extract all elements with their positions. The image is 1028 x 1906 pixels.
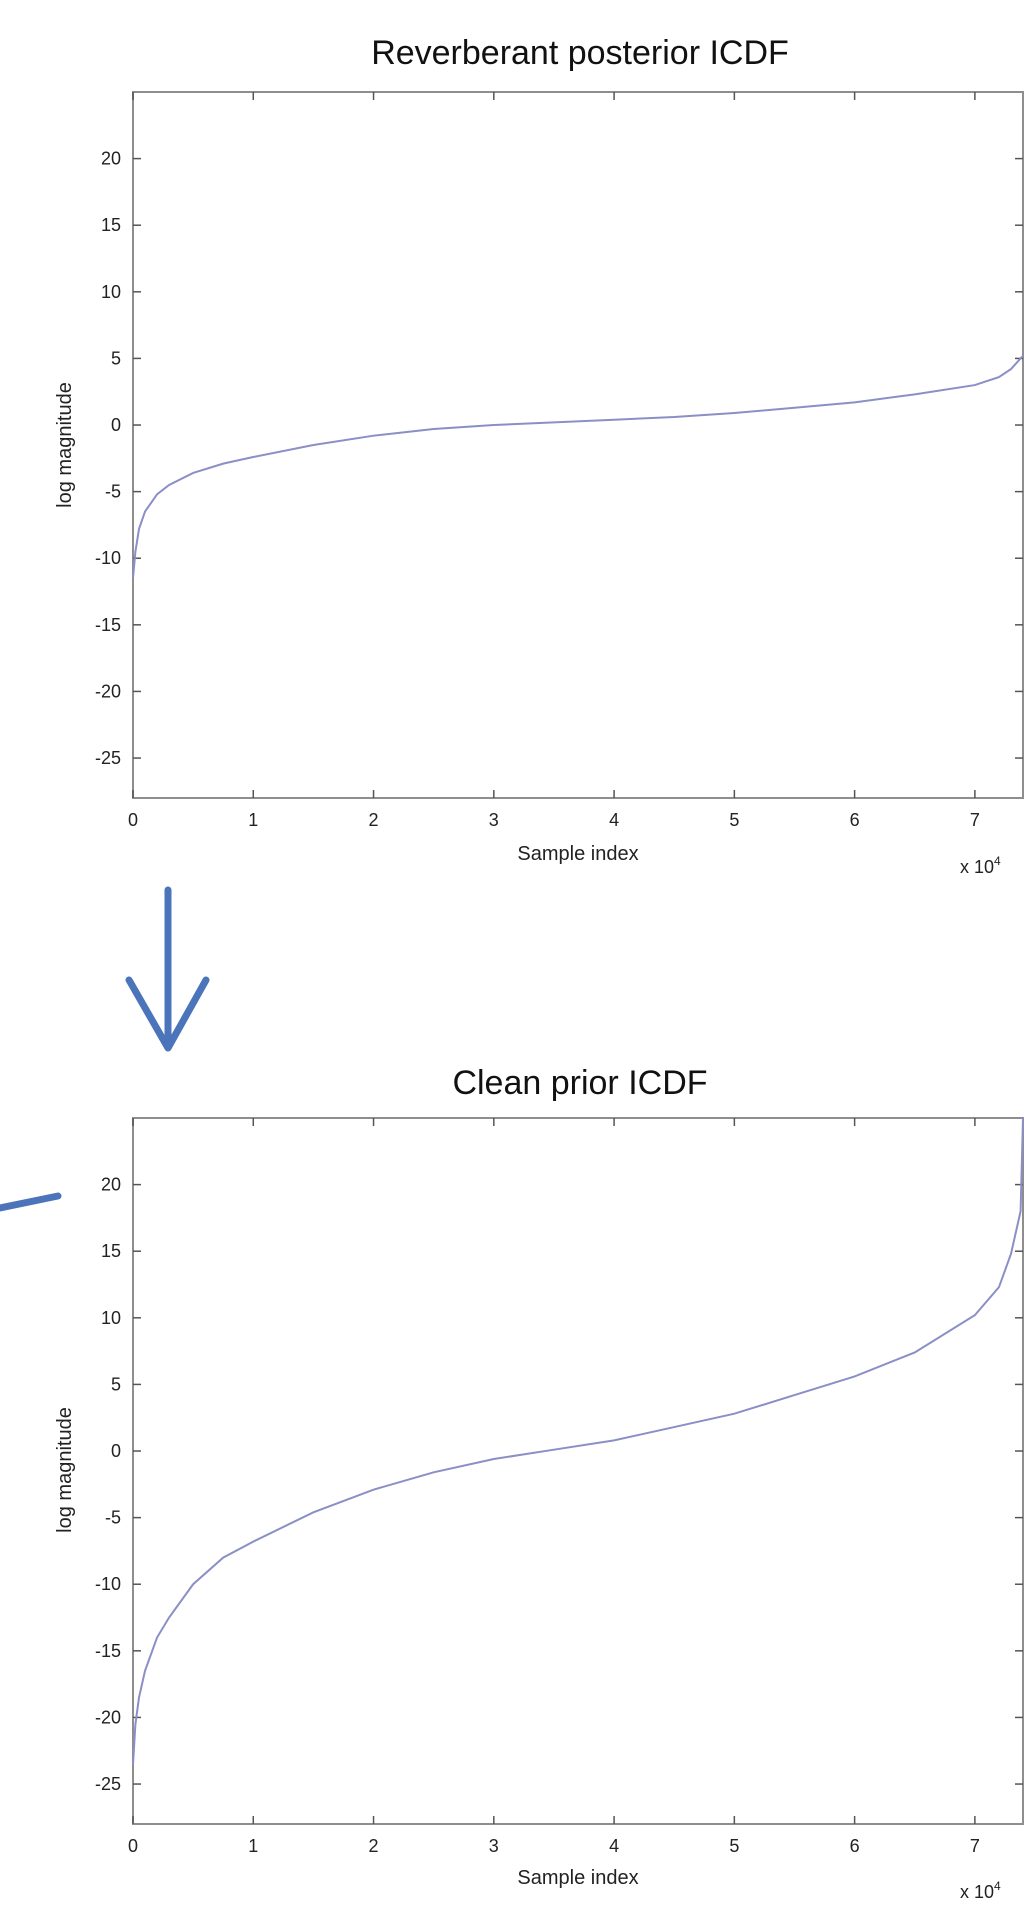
x-tick-label: 0 (128, 1836, 138, 1856)
y-tick-label: 15 (101, 215, 121, 235)
x-scale-exponent-base: x 10 (960, 1882, 994, 1902)
icdf-line (132, 355, 1024, 579)
y-tick-label: 20 (101, 1175, 121, 1195)
x-tick-label: 1 (248, 810, 258, 830)
ticks-layer: 0 1 2 3 4 5 6 7 -25 -20 -15 -10 -5 0 5 10 15 20 (95, 1118, 1023, 1856)
x-tick-label: 2 (369, 810, 379, 830)
x-scale-exponent: x 104 (960, 1879, 1001, 1902)
x-tick-label: 5 (729, 810, 739, 830)
y-tick-label: -5 (105, 1508, 121, 1528)
down-arrow-icon (125, 886, 210, 1052)
plot-frame (132, 1117, 1024, 1825)
x-tick-label: 6 (850, 1836, 860, 1856)
y-tick-label: 5 (111, 348, 121, 368)
y-tick-label: -10 (95, 548, 121, 568)
incoming-arrow-shaft (0, 1192, 62, 1212)
x-tick-label: 5 (729, 1836, 739, 1856)
x-axis-label: Sample index (517, 1867, 638, 1889)
y-axis-label: log magnitude (54, 382, 76, 508)
y-tick-label: -25 (95, 748, 121, 768)
chart-title: Reverberant posterior ICDF (371, 34, 789, 72)
y-tick-label: -5 (105, 482, 121, 502)
x-tick-label: 3 (489, 1836, 499, 1856)
plot-frame (132, 91, 1024, 799)
x-tick-label: 4 (609, 810, 619, 830)
y-tick-label: 20 (101, 149, 121, 169)
y-tick-label: -20 (95, 1707, 121, 1727)
x-axis-label: Sample index (517, 843, 638, 865)
x-tick-label: 7 (970, 810, 980, 830)
y-tick-label: 5 (111, 1374, 121, 1394)
incoming-arrow-line (0, 1192, 62, 1212)
down-arrow-head (125, 976, 210, 1052)
y-axis-label: log magnitude (54, 1407, 76, 1533)
chart-title: Clean prior ICDF (452, 1064, 707, 1102)
x-scale-exponent: x 104 (960, 854, 1001, 877)
x-tick-label: 0 (128, 810, 138, 830)
y-tick-label: 10 (101, 282, 121, 302)
y-tick-label: -25 (95, 1774, 121, 1794)
x-tick-label: 3 (489, 810, 499, 830)
x-tick-label: 1 (248, 1836, 258, 1856)
y-tick-label: 0 (111, 415, 121, 435)
y-tick-label: 10 (101, 1308, 121, 1328)
y-tick-label: -20 (95, 681, 121, 701)
x-tick-label: 2 (369, 1836, 379, 1856)
y-tick-label: -15 (95, 615, 121, 635)
y-tick-label: -15 (95, 1641, 121, 1661)
x-tick-label: 4 (609, 1836, 619, 1856)
ticks-layer: 0 1 2 3 4 5 6 7 -25 -20 -15 -10 -5 0 5 10 15 20 (95, 92, 1023, 830)
x-scale-exponent-power: 4 (994, 854, 1001, 868)
icdf-line (132, 1117, 1024, 1765)
y-tick-label: 0 (111, 1441, 121, 1461)
reverberant-posterior-chart: Reverberant posterior ICDF 0 1 2 3 4 5 6 7 -25 -2… (54, 34, 1024, 877)
x-tick-label: 7 (970, 1836, 980, 1856)
y-tick-label: 15 (101, 1241, 121, 1261)
clean-prior-chart: Clean prior ICDF 0 1 2 3 4 5 6 7-25-20-15-10-50… (54, 1064, 1024, 1902)
x-scale-exponent-power: 4 (994, 1879, 1001, 1893)
x-tick-label: 6 (850, 810, 860, 830)
y-tick-label: -10 (95, 1574, 121, 1594)
x-scale-exponent-base: x 10 (960, 857, 994, 877)
